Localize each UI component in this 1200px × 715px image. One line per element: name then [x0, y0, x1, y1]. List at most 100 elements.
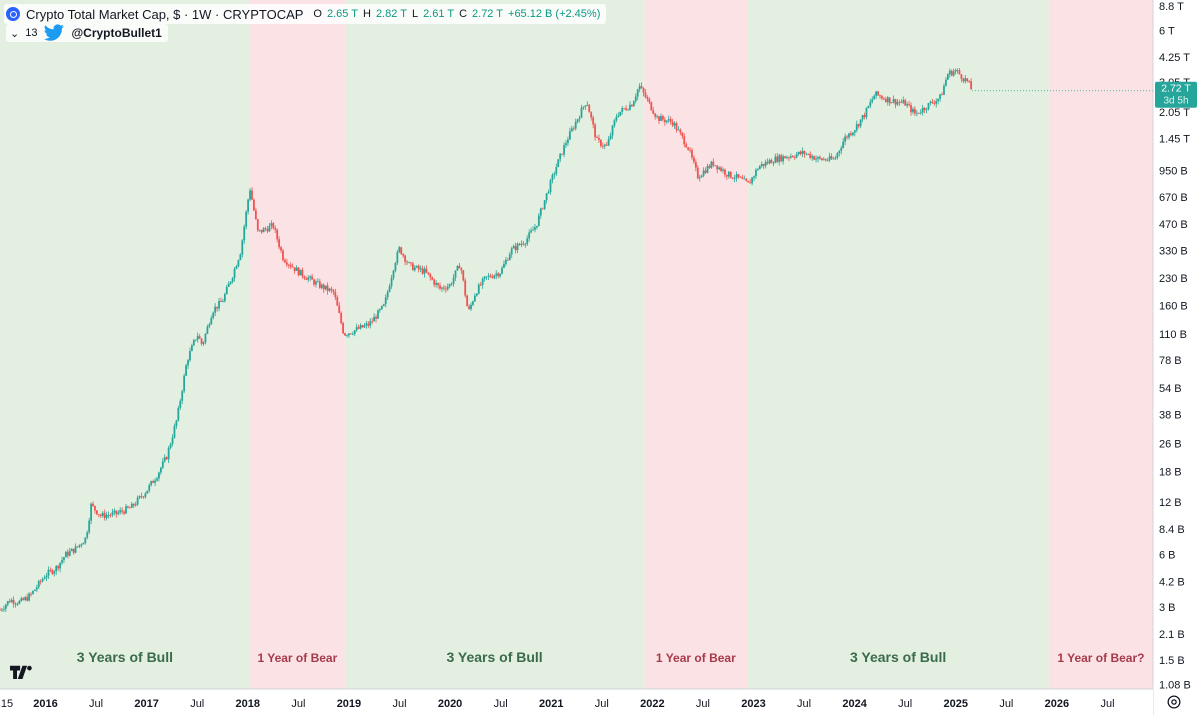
low-label: L: [411, 8, 419, 20]
candle-body: [220, 300, 222, 302]
indicator-count[interactable]: 13: [25, 27, 38, 39]
x-tick-label: Jul: [898, 698, 912, 710]
candle-body: [322, 284, 325, 290]
y-axis-panel[interactable]: [1153, 0, 1200, 715]
candle-body: [442, 287, 445, 289]
candle-body: [859, 119, 862, 127]
candle-body: [809, 153, 812, 158]
candle-body: [231, 278, 234, 282]
candle-body: [611, 125, 614, 136]
candle-body: [698, 177, 701, 179]
candle-body: [111, 512, 114, 516]
candle-body: [524, 243, 527, 245]
candle-body: [735, 174, 738, 179]
candle-body: [411, 263, 414, 271]
candle-body: [689, 149, 691, 151]
candle-body: [130, 503, 133, 508]
y-tick-label: 670 B: [1159, 192, 1188, 204]
candle-body: [646, 97, 649, 100]
candle-body: [658, 116, 660, 121]
candle-body: [669, 119, 672, 122]
candle-body: [417, 265, 420, 270]
high-label: H: [362, 8, 371, 20]
candle-body: [634, 96, 637, 102]
candle-body: [123, 511, 125, 514]
candle-body: [241, 240, 244, 255]
candle-body: [39, 580, 42, 582]
candle-body: [371, 321, 374, 323]
candle-body: [82, 543, 85, 545]
candle-body: [890, 102, 893, 104]
x-tick-label: 2020: [438, 698, 462, 710]
candle-body: [74, 546, 77, 553]
indicator-row[interactable]: ⌄ 13 @CryptoBullet1: [6, 24, 168, 42]
candle-body: [404, 255, 407, 262]
candle-body: [198, 336, 201, 339]
regime-band-2: [249, 0, 345, 689]
candle-body: [782, 156, 784, 162]
candle-body: [369, 321, 372, 326]
candle-body: [503, 263, 505, 268]
gear-icon[interactable]: [1165, 693, 1183, 711]
candle-body: [136, 497, 139, 505]
candle-body: [518, 243, 521, 245]
candle-body: [588, 104, 591, 113]
candle-body: [239, 254, 242, 261]
candle-body: [636, 89, 639, 97]
tradingview-logo-icon[interactable]: [10, 664, 38, 680]
candle-body: [557, 159, 560, 168]
candle-body: [824, 159, 827, 161]
candle-body: [76, 546, 79, 548]
candle-body: [927, 103, 930, 110]
candle-body: [278, 239, 281, 248]
candle-body: [315, 281, 317, 285]
candle-body: [165, 457, 168, 460]
candle-body: [258, 229, 261, 231]
candle-body: [16, 603, 19, 605]
candle-body: [340, 312, 343, 324]
regime-label-6: 1 Year of Bear?: [1057, 651, 1144, 665]
candle-body: [472, 301, 474, 305]
y-tick-label: 3 B: [1159, 602, 1176, 614]
candle-body: [776, 156, 779, 162]
candle-body: [256, 219, 259, 231]
symbol-title[interactable]: Crypto Total Market Cap, $ · 1W · CRYPTO…: [26, 6, 304, 22]
candle-body: [714, 165, 717, 167]
y-tick-label: 6 T: [1159, 26, 1175, 38]
candle-body: [382, 304, 385, 306]
candle-body: [8, 601, 11, 603]
candle-body: [865, 107, 868, 118]
candle-body: [919, 112, 922, 114]
candle-body: [243, 226, 246, 241]
candle-body: [406, 261, 408, 263]
candle-body: [227, 283, 230, 287]
chevron-down-icon[interactable]: ⌄: [10, 27, 20, 40]
candle-body: [722, 169, 724, 171]
candle-body: [301, 269, 304, 277]
x-tick-label: Jul: [1100, 698, 1114, 710]
candle-body: [869, 101, 872, 106]
candle-body: [216, 306, 218, 309]
candle-body: [462, 270, 465, 281]
x-axis-panel[interactable]: [0, 689, 1153, 715]
candle-body: [394, 262, 397, 271]
candle-body: [793, 157, 796, 158]
candle-body: [710, 161, 713, 168]
candle-body: [410, 262, 412, 264]
candle-body: [456, 265, 459, 271]
candle-body: [629, 104, 631, 110]
legend-header[interactable]: Crypto Total Market Cap, $ · 1W · CRYPTO…: [4, 4, 607, 24]
candle-body: [324, 285, 327, 290]
candle-body: [970, 81, 973, 90]
candle-body: [22, 598, 25, 600]
candle-body: [262, 228, 265, 233]
candle-body: [190, 345, 193, 352]
candle-body: [128, 507, 131, 509]
x-tick-label: Jul: [797, 698, 811, 710]
candle-body: [851, 132, 854, 136]
candle-body: [65, 551, 67, 558]
ohlc-values: O 2.65 T H 2.82 T L 2.61 T C 2.72 T +65.12 B…: [313, 8, 600, 20]
candle-body: [305, 278, 308, 280]
